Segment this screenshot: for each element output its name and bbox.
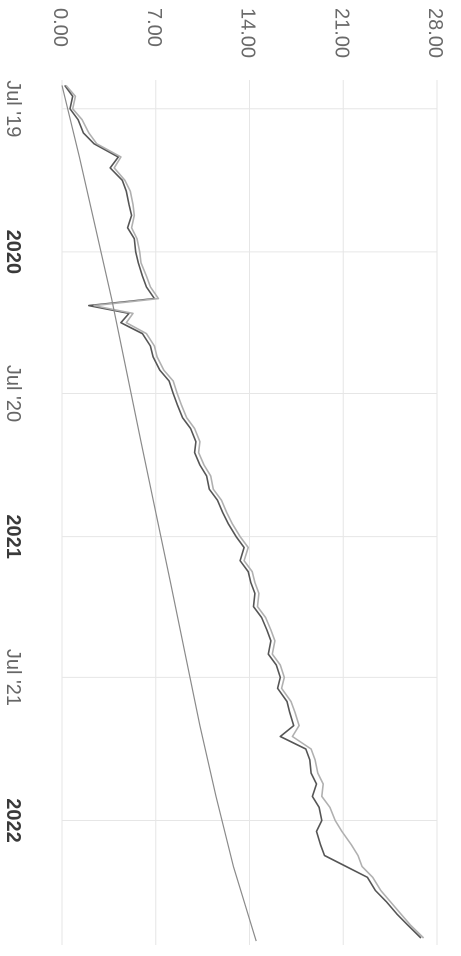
series-line-3	[61, 85, 257, 942]
x-axis-tick-labels: Jul '19 2020 Jul '20 2021 Jul '21 2022	[2, 80, 24, 843]
y-tick-label: 28.00	[424, 8, 446, 58]
x-tick-label: 2021	[2, 514, 24, 559]
series-line-1	[64, 84, 422, 939]
x-tick-label: 2022	[2, 798, 24, 843]
series-lines	[61, 84, 425, 942]
x-tick-label: 2020	[2, 230, 24, 274]
x-tick-label: Jul '20	[2, 365, 24, 422]
y-tick-label: 14.00	[237, 8, 259, 58]
x-tick-label: Jul '21	[2, 649, 24, 706]
y-tick-label: 0.00	[49, 8, 71, 47]
y-axis-tick-labels: 0.00 7.00 14.00 21.00 28.00	[49, 8, 446, 58]
series-line-2	[65, 84, 425, 939]
y-tick-label: 7.00	[143, 8, 165, 47]
y-tick-label: 21.00	[330, 8, 352, 58]
grid-lines	[61, 80, 438, 945]
x-tick-label: Jul '19	[2, 80, 24, 137]
